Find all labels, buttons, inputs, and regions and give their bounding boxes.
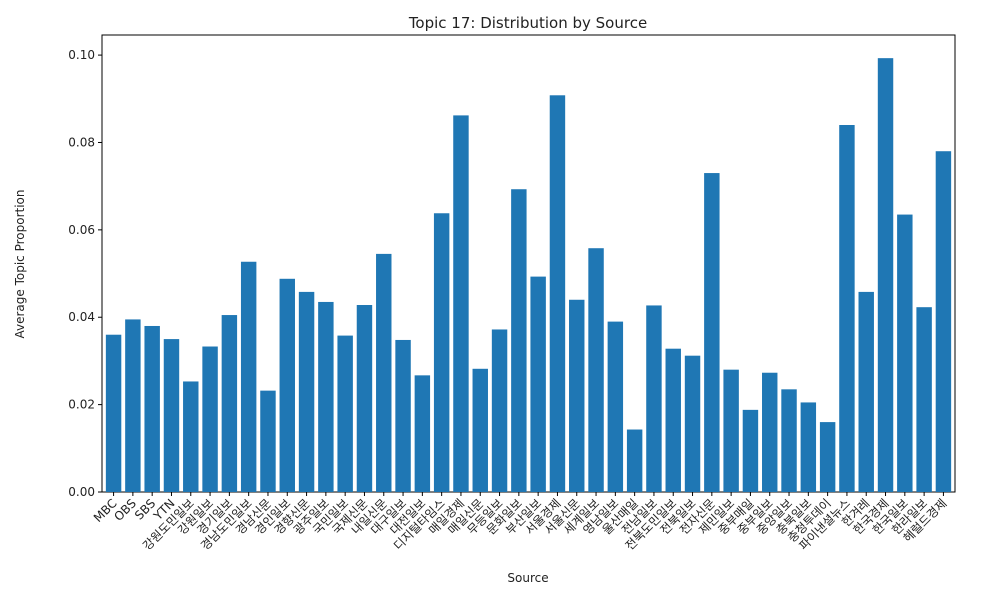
y-tick-label: 0.00: [68, 485, 95, 499]
bar: [684, 355, 701, 492]
bar: [588, 248, 604, 492]
bar: [839, 125, 855, 492]
bar: [742, 409, 759, 492]
bar: [279, 278, 295, 492]
bar: [433, 213, 450, 492]
bar: [762, 372, 778, 492]
plot-frame: [101, 34, 956, 493]
bar: [607, 321, 624, 492]
bar: [530, 276, 546, 492]
bar: [125, 319, 141, 492]
bar: [183, 381, 199, 492]
bar: [800, 402, 817, 492]
bar: [897, 214, 913, 492]
bar: [491, 329, 508, 492]
x-axis-label: Source: [507, 571, 548, 585]
bar: [781, 389, 797, 492]
bar: [144, 325, 160, 492]
bar: [877, 58, 894, 493]
bar: [626, 429, 643, 492]
bar: [356, 305, 373, 492]
bar: [395, 339, 411, 492]
bar: [260, 390, 276, 492]
bar: [318, 301, 334, 492]
chart-title: Topic 17: Distribution by Source: [408, 14, 647, 32]
y-tick-label: 0.10: [68, 48, 95, 62]
bar: [858, 291, 874, 492]
bar: [665, 348, 681, 492]
bar: [453, 115, 469, 492]
bar: [414, 375, 431, 492]
bar: [376, 253, 392, 492]
bar: [472, 368, 488, 492]
bar: [511, 189, 527, 493]
bar: [569, 299, 585, 492]
bar: [935, 151, 952, 492]
bar: [549, 95, 566, 492]
bar: [240, 261, 257, 492]
bar: [202, 346, 218, 492]
bar: [105, 334, 122, 492]
y-axis-label: Average Topic Proportion: [13, 189, 27, 338]
y-tick-label: 0.02: [68, 398, 95, 412]
bar: [163, 339, 180, 492]
bar: [221, 315, 238, 492]
y-tick-label: 0.04: [68, 310, 95, 324]
bar: [819, 422, 836, 492]
bar: [704, 173, 720, 492]
bar: [916, 307, 932, 492]
bar: [337, 335, 353, 492]
y-tick-label: 0.06: [68, 223, 95, 237]
bar: [646, 305, 662, 492]
bar: [723, 369, 739, 492]
bar: [298, 291, 315, 492]
y-tick-label: 0.08: [68, 135, 95, 149]
